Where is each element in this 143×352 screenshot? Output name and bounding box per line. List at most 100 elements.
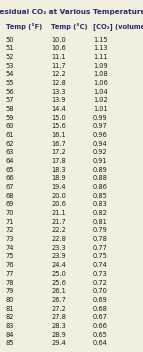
- Text: 0.99: 0.99: [93, 115, 108, 121]
- Text: 26.1: 26.1: [51, 288, 66, 294]
- Text: 13.9: 13.9: [51, 97, 66, 103]
- Text: 0.70: 0.70: [93, 288, 108, 294]
- Text: 70: 70: [6, 210, 14, 216]
- Text: 75: 75: [6, 253, 14, 259]
- Text: 19.4: 19.4: [51, 184, 66, 190]
- Text: 1.02: 1.02: [93, 97, 108, 103]
- Text: 25.6: 25.6: [51, 279, 66, 285]
- Text: 56: 56: [6, 89, 14, 95]
- Text: Temp (°F): Temp (°F): [6, 23, 42, 30]
- Text: 28.9: 28.9: [51, 332, 66, 338]
- Text: 83: 83: [6, 323, 14, 329]
- Text: 0.74: 0.74: [93, 262, 108, 268]
- Text: 50: 50: [6, 37, 14, 43]
- Text: 10.0: 10.0: [51, 37, 66, 43]
- Text: 82: 82: [6, 314, 14, 320]
- Text: 0.97: 0.97: [93, 123, 108, 129]
- Text: 17.8: 17.8: [51, 158, 66, 164]
- Text: 22.2: 22.2: [51, 227, 66, 233]
- Text: 78: 78: [6, 279, 14, 285]
- Text: 65: 65: [6, 167, 14, 173]
- Text: 0.73: 0.73: [93, 271, 108, 277]
- Text: 11.7: 11.7: [51, 63, 66, 69]
- Text: 13.3: 13.3: [51, 89, 66, 95]
- Text: 66: 66: [6, 175, 14, 181]
- Text: 85: 85: [6, 340, 14, 346]
- Text: 0.92: 0.92: [93, 149, 108, 155]
- Text: 51: 51: [6, 45, 14, 51]
- Text: 59: 59: [6, 115, 14, 121]
- Text: 0.82: 0.82: [93, 210, 108, 216]
- Text: 27.8: 27.8: [51, 314, 66, 320]
- Text: 27.2: 27.2: [51, 306, 66, 312]
- Text: 74: 74: [6, 245, 14, 251]
- Text: 0.64: 0.64: [93, 340, 108, 346]
- Text: 16.7: 16.7: [51, 141, 66, 147]
- Text: 0.89: 0.89: [93, 167, 108, 173]
- Text: 0.67: 0.67: [93, 314, 108, 320]
- Text: 69: 69: [6, 201, 14, 207]
- Text: 16.1: 16.1: [51, 132, 66, 138]
- Text: 53: 53: [6, 63, 14, 69]
- Text: 18.3: 18.3: [51, 167, 66, 173]
- Text: 12.2: 12.2: [51, 71, 66, 77]
- Text: 28.3: 28.3: [51, 323, 66, 329]
- Text: 20.0: 20.0: [51, 193, 66, 199]
- Text: 57: 57: [6, 97, 14, 103]
- Text: 0.81: 0.81: [93, 219, 108, 225]
- Text: 0.91: 0.91: [93, 158, 108, 164]
- Text: 0.66: 0.66: [93, 323, 108, 329]
- Text: 14.4: 14.4: [51, 106, 66, 112]
- Text: Temp (°C): Temp (°C): [51, 23, 88, 30]
- Text: 0.79: 0.79: [93, 227, 108, 233]
- Text: 0.78: 0.78: [93, 236, 108, 242]
- Text: 73: 73: [6, 236, 14, 242]
- Text: 54: 54: [6, 71, 14, 77]
- Text: 17.2: 17.2: [51, 149, 66, 155]
- Text: Residual CO₂ at Various Temperatures: Residual CO₂ at Various Temperatures: [0, 9, 143, 15]
- Text: 0.72: 0.72: [93, 279, 108, 285]
- Text: 80: 80: [6, 297, 14, 303]
- Text: 23.9: 23.9: [51, 253, 66, 259]
- Text: 23.3: 23.3: [51, 245, 66, 251]
- Text: 11.1: 11.1: [51, 54, 66, 60]
- Text: 55: 55: [6, 80, 14, 86]
- Text: 0.85: 0.85: [93, 193, 108, 199]
- Text: 24.4: 24.4: [51, 262, 66, 268]
- Text: 68: 68: [6, 193, 14, 199]
- Text: 1.04: 1.04: [93, 89, 108, 95]
- Text: 1.09: 1.09: [93, 63, 108, 69]
- Text: 0.75: 0.75: [93, 253, 108, 259]
- Text: 18.9: 18.9: [51, 175, 66, 181]
- Text: 76: 76: [6, 262, 14, 268]
- Text: 15.0: 15.0: [51, 115, 66, 121]
- Text: 61: 61: [6, 132, 14, 138]
- Text: 64: 64: [6, 158, 14, 164]
- Text: 52: 52: [6, 54, 14, 60]
- Text: 84: 84: [6, 332, 14, 338]
- Text: 25.0: 25.0: [51, 271, 66, 277]
- Text: 29.4: 29.4: [51, 340, 66, 346]
- Text: 58: 58: [6, 106, 14, 112]
- Text: 72: 72: [6, 227, 14, 233]
- Text: 0.83: 0.83: [93, 201, 108, 207]
- Text: 81: 81: [6, 306, 14, 312]
- Text: 26.7: 26.7: [51, 297, 66, 303]
- Text: 71: 71: [6, 219, 14, 225]
- Text: 77: 77: [6, 271, 14, 277]
- Text: 20.6: 20.6: [51, 201, 66, 207]
- Text: 0.96: 0.96: [93, 132, 108, 138]
- Text: 1.15: 1.15: [93, 37, 108, 43]
- Text: 62: 62: [6, 141, 14, 147]
- Text: 1.08: 1.08: [93, 71, 108, 77]
- Text: 1.01: 1.01: [93, 106, 108, 112]
- Text: 15.6: 15.6: [51, 123, 66, 129]
- Text: 0.86: 0.86: [93, 184, 108, 190]
- Text: 63: 63: [6, 149, 14, 155]
- Text: 21.1: 21.1: [51, 210, 66, 216]
- Text: [CO₂] (volumes): [CO₂] (volumes): [93, 23, 143, 30]
- Text: 12.8: 12.8: [51, 80, 66, 86]
- Text: 21.7: 21.7: [51, 219, 66, 225]
- Text: 0.88: 0.88: [93, 175, 108, 181]
- Text: 10.6: 10.6: [51, 45, 66, 51]
